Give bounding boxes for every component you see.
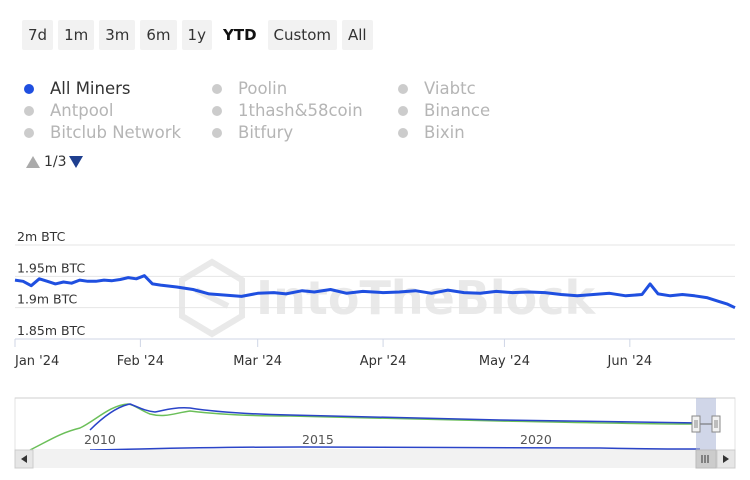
y-axis: 2m BTC 1.95m BTC 1.9m BTC 1.85m BTC bbox=[17, 229, 85, 338]
legend-page-down-icon[interactable] bbox=[68, 156, 83, 168]
y-tick-label: 2m BTC bbox=[17, 229, 66, 244]
legend-item-bitfury[interactable]: Bitfury bbox=[212, 123, 293, 142]
watermark-logo-icon bbox=[179, 258, 245, 338]
navigator: 2010 2015 2020 bbox=[14, 397, 736, 451]
legend-label: Bixin bbox=[424, 123, 465, 142]
legend-label: 1thash&58coin bbox=[238, 101, 363, 120]
legend-dot-icon bbox=[212, 127, 222, 138]
legend-item-viabtc[interactable]: Viabtc bbox=[398, 79, 476, 98]
scroll-right-arrow-icon bbox=[723, 455, 729, 463]
legend-dot-icon bbox=[398, 127, 408, 138]
legend-label: Poolin bbox=[238, 79, 288, 98]
x-tick-label: Feb '24 bbox=[117, 354, 164, 369]
legend-label: Antpool bbox=[50, 101, 114, 120]
legend-dot-icon bbox=[212, 83, 222, 94]
range-button-all[interactable]: All bbox=[341, 20, 373, 50]
x-tick-label: Apr '24 bbox=[360, 354, 407, 369]
navigator-tick-2015: 2015 bbox=[302, 432, 334, 447]
legend-page-up-icon[interactable] bbox=[26, 156, 40, 168]
series-line-all-miners bbox=[14, 274, 736, 310]
y-tick-label: 1.9m BTC bbox=[17, 292, 78, 307]
legend-dot-icon bbox=[24, 127, 34, 138]
legend-dot-icon bbox=[398, 105, 408, 116]
range-button-3m[interactable]: 3m bbox=[99, 20, 136, 50]
y-tick-label: 1.85m BTC bbox=[17, 323, 85, 338]
legend-item-bitclub-network[interactable]: Bitclub Network bbox=[24, 123, 181, 142]
legend-label: Binance bbox=[424, 101, 491, 120]
navigator-tick-2020: 2020 bbox=[520, 432, 552, 447]
legend: All Miners Antpool Bitclub Network Poolin 1t… bbox=[24, 79, 524, 145]
legend-item-bixin[interactable]: Bixin bbox=[398, 123, 465, 142]
legend-item-1thash-58coin[interactable]: 1thash&58coin bbox=[212, 101, 363, 120]
legend-label: Bitclub Network bbox=[50, 123, 182, 142]
range-button-1y[interactable]: 1y bbox=[181, 20, 212, 50]
range-button-1m[interactable]: 1m bbox=[58, 20, 95, 50]
range-button-ytd[interactable]: YTD bbox=[217, 20, 263, 50]
legend-item-poolin[interactable]: Poolin bbox=[212, 79, 287, 98]
legend-label: Viabtc bbox=[424, 79, 476, 98]
legend-label: Bitfury bbox=[238, 123, 294, 142]
navigator-line-green bbox=[29, 403, 701, 451]
scroll-left-arrow-icon bbox=[21, 455, 27, 463]
y-tick-label: 1.95m BTC bbox=[17, 260, 85, 275]
x-tick-label: Mar '24 bbox=[233, 354, 282, 369]
navigator-handle-right[interactable] bbox=[711, 415, 721, 433]
x-tick-label: May '24 bbox=[479, 354, 530, 369]
legend-item-binance[interactable]: Binance bbox=[398, 101, 490, 120]
navigator-line-blue-low bbox=[89, 446, 701, 451]
legend-dot-icon bbox=[24, 105, 34, 116]
legend-dot-icon bbox=[398, 83, 408, 94]
scrollbar-track[interactable] bbox=[15, 450, 735, 468]
navigator-handle-left[interactable] bbox=[691, 415, 701, 433]
x-tick-label: Jan '24 bbox=[14, 354, 59, 369]
scrollbar bbox=[14, 449, 736, 469]
navigator-tick-2010: 2010 bbox=[84, 432, 116, 447]
legend-page-label: 1/3 bbox=[44, 154, 67, 170]
x-tick-label: Jun '24 bbox=[607, 354, 653, 369]
legend-item-antpool[interactable]: Antpool bbox=[24, 101, 113, 120]
range-selector: 7d 1m 3m 6m 1y YTD Custom All bbox=[22, 20, 373, 50]
navigator-line-blue bbox=[89, 403, 701, 431]
legend-pager: 1/3 bbox=[26, 154, 83, 170]
legend-dot-icon bbox=[212, 105, 222, 116]
scrollbar-thumb[interactable] bbox=[695, 449, 717, 469]
legend-item-all-miners[interactable]: All Miners bbox=[24, 79, 131, 98]
watermark: IntoTheBlock bbox=[256, 271, 596, 325]
range-button-6m[interactable]: 6m bbox=[140, 20, 177, 50]
x-axis: Jan '24 Feb '24 Mar '24 Apr '24 May '24 Jun '… bbox=[14, 338, 735, 369]
legend-dot-icon bbox=[24, 83, 34, 94]
legend-label: All Miners bbox=[50, 79, 131, 98]
range-button-7d[interactable]: 7d bbox=[22, 20, 54, 50]
range-button-custom[interactable]: Custom bbox=[267, 20, 337, 50]
